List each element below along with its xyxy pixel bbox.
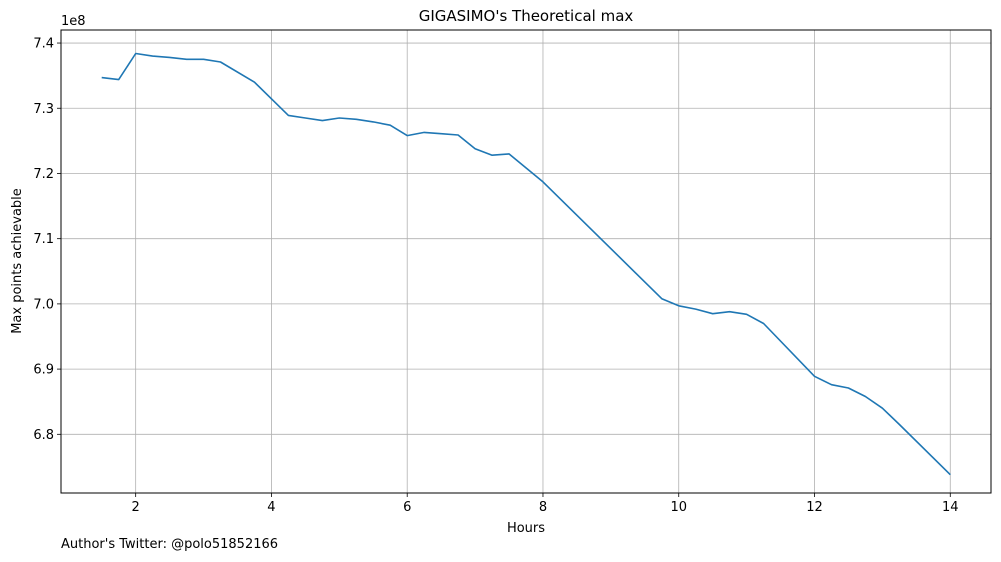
author-credit: Author's Twitter: @polo51852166: [61, 537, 279, 552]
x-tick-label: 10: [670, 500, 687, 515]
y-axis: 6.8 6.9 7.0 7.1 7.2 7.3 7.4: [33, 37, 61, 443]
x-axis-label: Hours: [507, 521, 545, 536]
x-tick-label: 6: [403, 500, 411, 515]
y-tick-label: 7.3: [33, 102, 54, 117]
x-tick-label: 14: [942, 500, 959, 515]
x-tick-label: 4: [267, 500, 275, 515]
grid-lines: [61, 30, 991, 493]
y-axis-label: Max points achievable: [10, 188, 25, 334]
plot-series: [101, 52, 951, 476]
x-tick-label: 2: [132, 500, 140, 515]
chart-title: GIGASIMO's Theoretical max: [419, 7, 634, 25]
x-tick-label: 8: [539, 500, 547, 515]
y-offset-label: 1e8: [61, 14, 86, 29]
series-line: [101, 52, 951, 476]
y-tick-label: 6.9: [33, 363, 54, 378]
x-tick-label: 12: [806, 500, 823, 515]
x-axis: 2 4 6 8 10 12 14: [132, 493, 959, 515]
plot-frame: [60, 29, 992, 494]
y-tick-label: 7.2: [33, 167, 54, 182]
y-tick-label: 7.1: [33, 232, 54, 247]
y-tick-label: 7.4: [33, 37, 54, 52]
y-tick-label: 6.8: [33, 428, 54, 443]
y-tick-label: 7.0: [33, 297, 54, 312]
